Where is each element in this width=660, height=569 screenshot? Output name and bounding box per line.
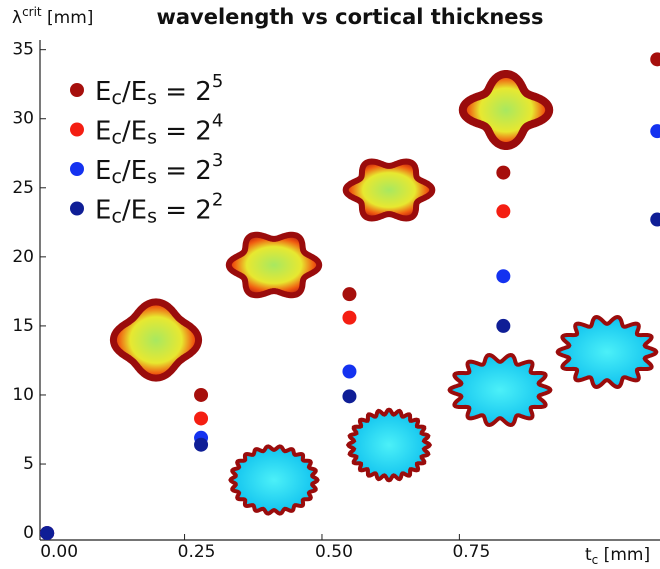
legend-label: Ec/Es = 24 <box>95 111 223 149</box>
inset-shape <box>225 231 323 299</box>
legend-text-part: 2 <box>212 190 223 211</box>
point <box>342 364 357 379</box>
plot-area <box>40 52 660 540</box>
point <box>496 165 511 180</box>
x-tick-label: 0.75 <box>452 542 490 562</box>
y-tick-label: 5 <box>23 454 34 474</box>
point <box>194 387 209 402</box>
inset-shape <box>228 444 320 516</box>
point <box>496 318 511 333</box>
point <box>40 526 55 540</box>
legend-text-part: = 2 <box>157 195 212 225</box>
legend-text-part: 3 <box>212 150 223 171</box>
legend-text-part: = 2 <box>157 77 212 107</box>
point <box>650 52 660 67</box>
legend-text-part: /E <box>122 77 147 107</box>
chart-title: wavelength vs cortical thickness <box>156 5 543 29</box>
legend-text-part: c <box>111 126 121 148</box>
point <box>496 204 511 219</box>
legend-label: Ec/Es = 22 <box>95 190 223 228</box>
point <box>342 389 357 404</box>
point <box>650 212 660 227</box>
legend-text-part: c <box>111 205 121 227</box>
legend-marker <box>70 162 84 176</box>
legend-text-part: s <box>147 126 157 148</box>
x-axis-label: tc [mm] <box>585 545 650 567</box>
legend-text-part: 5 <box>212 71 223 92</box>
x-tick-label: 0.50 <box>315 542 353 562</box>
y-axis-label: λcrit [mm] <box>12 5 93 29</box>
inset-shape <box>342 158 436 222</box>
inset-shape <box>447 352 553 428</box>
y-tick-label: 35 <box>12 40 34 60</box>
y-tick-label: 15 <box>12 316 34 336</box>
y-tick-label: 0 <box>23 523 34 543</box>
legend-text-part: E <box>95 156 111 186</box>
y-tick-label: 10 <box>12 385 34 405</box>
legend-text-part: = 2 <box>157 156 212 186</box>
legend-text-part: /E <box>122 195 147 225</box>
y-tick-label: 30 <box>12 109 34 129</box>
legend-text-part: s <box>147 205 157 227</box>
legend-marker <box>70 83 84 97</box>
legend-text-part: /E <box>122 116 147 146</box>
x-label-part: c <box>592 553 599 567</box>
y-label-part: λ <box>12 8 22 28</box>
x-tick-label: 0.00 <box>40 542 78 562</box>
legend-text-part: c <box>111 87 121 109</box>
y-label-part: [mm] <box>42 8 94 28</box>
inset-shape <box>345 407 433 483</box>
legend-marker <box>70 122 84 137</box>
legend-text-part: E <box>95 195 111 225</box>
point <box>342 287 357 302</box>
legend-label: Ec/Es = 25 <box>95 71 223 109</box>
legend-text-part: /E <box>122 156 147 186</box>
inset-shapes <box>109 70 659 516</box>
legend-text-part: E <box>95 77 111 107</box>
point <box>496 269 511 284</box>
x-tick-label: 0.25 <box>178 542 216 562</box>
point <box>650 124 660 139</box>
legend-text-part: s <box>147 166 157 188</box>
legend-text-part: s <box>147 87 157 109</box>
legend-marker <box>70 201 84 216</box>
y-tick-label: 25 <box>12 178 34 198</box>
legend-text-part: 4 <box>212 111 223 132</box>
point <box>194 437 209 452</box>
point <box>342 310 357 325</box>
legend-label: Ec/Es = 23 <box>95 150 223 188</box>
legend-text-part: E <box>95 116 111 146</box>
legend-text-part: = 2 <box>157 116 212 146</box>
y-tick-label: 20 <box>12 247 34 267</box>
inset-shape <box>555 314 659 390</box>
legend-text-part: c <box>111 166 121 188</box>
point <box>194 411 209 426</box>
x-label-part: t <box>585 545 592 565</box>
inset-shape <box>458 70 554 150</box>
x-label-part: [mm] <box>598 545 650 565</box>
inset-shape <box>109 298 203 382</box>
y-label-part: crit <box>22 5 42 19</box>
